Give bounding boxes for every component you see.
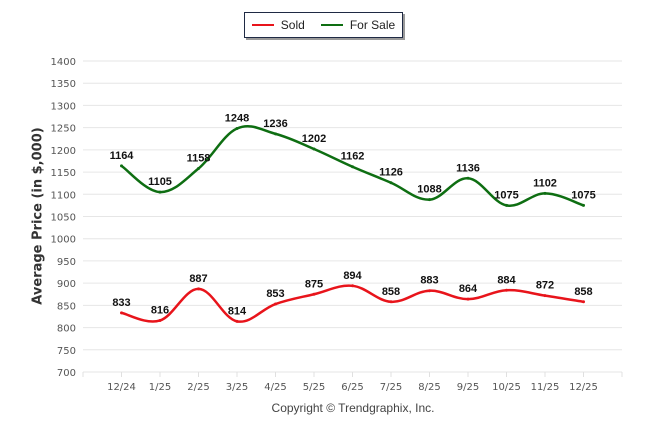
data-label-sold: 858	[382, 286, 400, 298]
x-tick-label: 12/25	[569, 382, 598, 393]
y-tick-label: 1050	[51, 213, 76, 224]
legend-item-for-sale[interactable]: For Sale	[320, 18, 396, 32]
legend: Sold For Sale	[244, 12, 403, 38]
data-label-sold: 858	[574, 286, 592, 298]
data-label-for-sale: 1162	[341, 151, 365, 163]
data-label-for-sale: 1136	[456, 162, 480, 174]
data-point-sold	[312, 292, 316, 296]
legend-item-sold[interactable]: Sold	[251, 18, 305, 32]
data-label-for-sale: 1248	[225, 113, 249, 125]
legend-label-for-sale: For Sale	[349, 18, 396, 32]
data-label-for-sale: 1075	[494, 189, 518, 201]
x-tick-label: 9/25	[457, 382, 479, 393]
x-tick-label: 7/25	[380, 382, 402, 393]
data-label-sold: 814	[228, 305, 247, 317]
y-tick-label: 1100	[51, 190, 76, 201]
copyright-text: Copyright © Trendgraphix, Inc.	[271, 401, 435, 415]
x-tick-label: 5/25	[303, 382, 325, 393]
data-label-for-sale: 1075	[571, 189, 595, 201]
gridlines	[83, 60, 622, 373]
x-tick-label: 2/25	[187, 382, 209, 393]
data-label-for-sale: 1088	[417, 184, 441, 196]
data-point-for-sale	[428, 198, 431, 202]
y-axis-ticks: 700 750 800 850 900 950 1000 1050 1100 1150 1200 12…	[51, 57, 76, 379]
data-point-for-sale	[197, 167, 200, 171]
y-tick-label: 850	[57, 301, 76, 312]
legend-label-sold: Sold	[280, 18, 305, 32]
data-point-sold	[582, 300, 585, 304]
x-tick-label: 10/25	[492, 382, 521, 393]
data-point-sold	[197, 287, 200, 291]
data-point-for-sale	[351, 165, 354, 169]
series-lines	[120, 124, 585, 323]
y-tick-label: 1000	[51, 235, 76, 246]
data-label-sold: 883	[420, 275, 438, 287]
data-point-sold	[428, 289, 431, 293]
data-point-sold	[466, 297, 470, 301]
data-point-for-sale	[582, 203, 585, 207]
data-point-sold	[235, 319, 239, 323]
y-tick-label: 750	[57, 346, 76, 357]
y-axis-label: Average Price (in $,000)	[30, 127, 46, 305]
x-axis-ticks: 12/24 1/25 2/25 3/25 4/25 5/25 6/25 7/25 8/25 9/2…	[82, 372, 623, 393]
data-label-sold: 872	[536, 280, 554, 292]
data-label-for-sale: 1202	[302, 133, 326, 145]
data-point-for-sale	[274, 132, 277, 136]
data-point-for-sale	[543, 191, 547, 195]
data-point-for-sale	[235, 127, 239, 131]
data-label-for-sale: 1236	[263, 118, 287, 130]
data-label-sold: 816	[151, 304, 169, 316]
data-point-sold	[543, 294, 547, 298]
x-tick-label: 8/25	[418, 382, 440, 393]
data-point-sold	[120, 311, 123, 315]
x-tick-label: 6/25	[341, 382, 363, 393]
y-tick-label: 1350	[51, 79, 76, 90]
legend-swatch-for-sale	[320, 24, 343, 26]
y-tick-label: 1250	[51, 124, 76, 135]
y-tick-label: 1400	[51, 57, 76, 68]
data-label-for-sale: 1105	[148, 176, 172, 188]
data-label-sold: 887	[189, 273, 207, 285]
x-tick-label: 1/25	[149, 382, 171, 393]
data-point-sold	[351, 284, 354, 288]
data-point-for-sale	[158, 190, 162, 194]
data-point-sold	[389, 300, 393, 304]
y-tick-label: 1300	[51, 101, 76, 112]
y-tick-label: 800	[57, 324, 76, 335]
y-tick-label: 950	[57, 257, 76, 268]
x-tick-label: 11/25	[531, 382, 560, 393]
data-label-sold: 833	[112, 297, 130, 309]
data-label-for-sale: 1164	[110, 150, 135, 162]
data-point-for-sale	[505, 203, 508, 207]
data-point-sold	[505, 288, 508, 292]
data-label-for-sale: 1158	[187, 153, 211, 165]
data-point-sold	[274, 302, 277, 306]
data-label-sold: 853	[266, 288, 284, 300]
data-point-for-sale	[466, 176, 470, 180]
data-label-for-sale: 1102	[533, 177, 557, 189]
data-label-sold: 875	[305, 278, 323, 290]
legend-swatch-sold	[251, 24, 274, 26]
data-labels: 833 816 887 814 853 875 894 858 883 864 884 872 858 1…	[110, 113, 596, 318]
data-point-sold	[158, 318, 162, 322]
y-tick-label: 1150	[51, 168, 76, 179]
series-line-sold	[121, 284, 584, 323]
x-tick-label: 12/24	[107, 382, 136, 393]
y-tick-label: 900	[57, 279, 76, 290]
data-label-for-sale: 1126	[379, 167, 403, 179]
y-tick-label: 700	[57, 368, 76, 379]
data-label-sold: 894	[343, 270, 362, 282]
data-point-for-sale	[120, 164, 123, 168]
data-label-sold: 864	[459, 283, 478, 295]
x-tick-label: 4/25	[264, 382, 286, 393]
data-point-for-sale	[389, 181, 393, 185]
x-tick-label: 3/25	[226, 382, 248, 393]
y-tick-label: 1200	[51, 146, 76, 157]
data-label-sold: 884	[497, 274, 516, 286]
data-point-for-sale	[312, 147, 316, 151]
